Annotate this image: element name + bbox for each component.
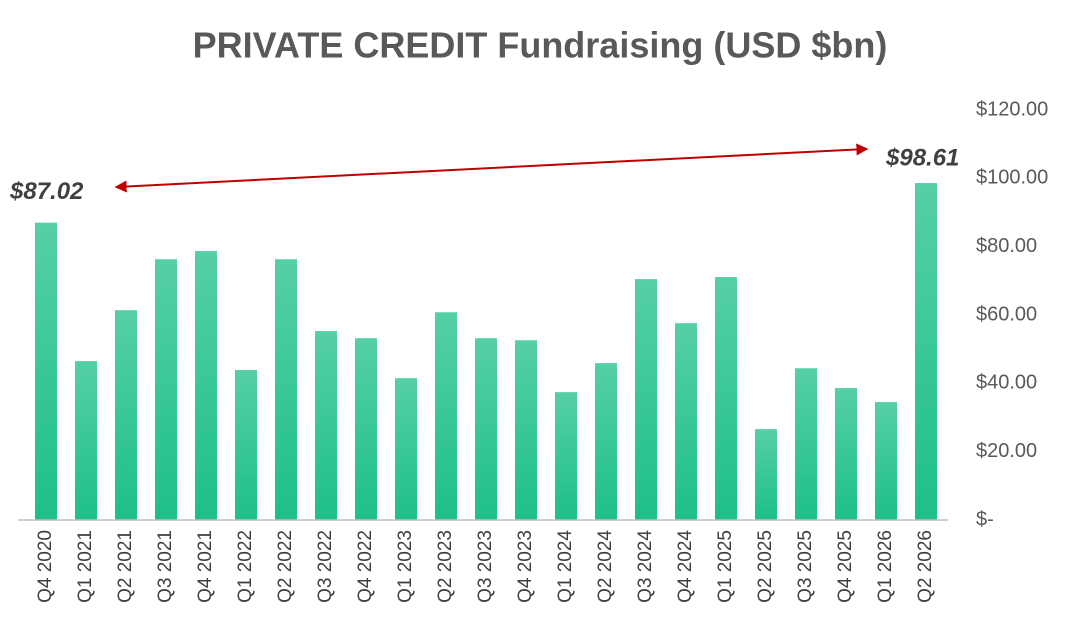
value-label: $87.02 — [9, 178, 84, 205]
chart-title: PRIVATE CREDIT Fundraising (USD $bn) — [193, 25, 888, 66]
x-tick-label: Q3 2022 — [315, 530, 336, 603]
x-tick-label: Q2 2026 — [915, 530, 936, 603]
x-tick-label: Q1 2021 — [75, 530, 96, 603]
x-tick-label: Q4 2025 — [835, 530, 856, 603]
x-tick-label: Q2 2024 — [595, 530, 616, 603]
x-tick-label: Q4 2020 — [35, 530, 56, 603]
y-tick-label: $40.00 — [976, 372, 1037, 394]
bar-shade — [595, 363, 617, 520]
x-tick-label: Q4 2022 — [355, 530, 376, 603]
bar-shade — [835, 388, 857, 520]
x-tick-label: Q4 2023 — [515, 530, 536, 603]
x-tick-label: Q3 2025 — [795, 530, 816, 603]
y-tick-label: $80.00 — [976, 235, 1037, 257]
x-tick-label: Q3 2021 — [155, 530, 176, 603]
bar-shade — [875, 402, 897, 520]
bar-shade — [515, 340, 537, 520]
bar-shade — [315, 331, 337, 520]
y-tick-label: $60.00 — [976, 303, 1037, 325]
y-tick-label: $120.00 — [976, 98, 1048, 120]
x-tick-label: Q4 2021 — [195, 530, 216, 603]
x-tick-label: Q3 2024 — [635, 530, 656, 603]
x-tick-label: Q2 2021 — [115, 530, 136, 603]
bar-shade — [795, 368, 817, 520]
value-label: $98.61 — [885, 144, 959, 171]
bar-shade — [275, 259, 297, 520]
x-tick-label: Q2 2022 — [275, 530, 296, 603]
x-tick-label: Q1 2023 — [395, 530, 416, 603]
bar-shade — [75, 361, 97, 520]
bar-shade — [635, 279, 657, 520]
bar-shade — [35, 222, 57, 520]
arrow — [114, 143, 869, 193]
y-tick-label: $- — [976, 508, 994, 530]
bar-shade — [435, 312, 457, 520]
bar-shade — [475, 338, 497, 520]
bar-shade — [675, 323, 697, 520]
bar-shade — [155, 259, 177, 520]
bar-shade — [715, 277, 737, 520]
x-tick-label: Q3 2023 — [475, 530, 496, 603]
x-tick-label: Q2 2025 — [755, 530, 776, 603]
bar-shade — [395, 378, 417, 520]
x-tick-label: Q1 2026 — [875, 530, 896, 603]
x-tick-label: Q4 2024 — [675, 530, 696, 603]
bar-shade — [235, 370, 257, 520]
bar-shade — [915, 183, 937, 520]
x-tick-label: Q1 2025 — [715, 530, 736, 603]
bar-shade — [195, 251, 217, 520]
bar-shade — [755, 429, 777, 520]
x-tick-label: Q1 2024 — [555, 530, 576, 603]
bar-shade — [355, 338, 377, 520]
y-tick-label: $20.00 — [976, 440, 1037, 462]
x-tick-label: Q1 2022 — [235, 530, 256, 603]
y-tick-label: $100.00 — [976, 167, 1048, 189]
bar-shade — [115, 310, 137, 520]
x-tick-label: Q2 2023 — [435, 530, 456, 603]
bar-shade — [555, 392, 577, 520]
